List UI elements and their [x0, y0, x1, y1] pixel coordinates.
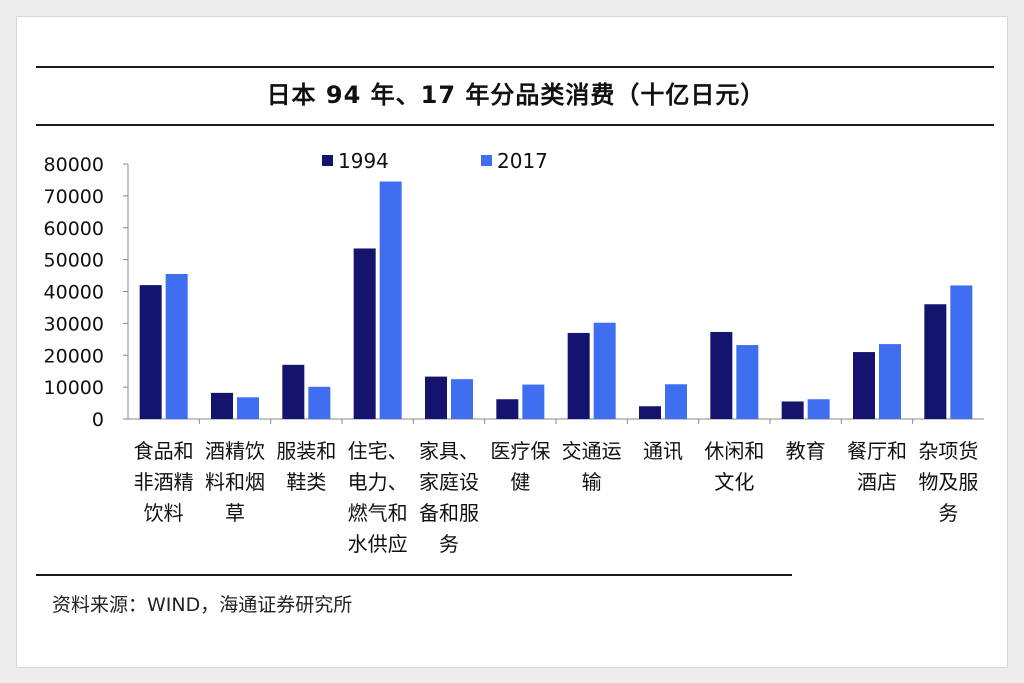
- title-rule: [36, 124, 994, 126]
- category-label: 服装和: [276, 439, 336, 463]
- y-tick-label: 70000: [44, 186, 104, 208]
- bottom-rule: [36, 574, 792, 576]
- y-tick-label: 60000: [44, 218, 104, 240]
- category-label: 鞋类: [286, 470, 326, 494]
- y-tick-label: 30000: [44, 313, 104, 335]
- category-label: 草: [225, 501, 245, 525]
- bar-2017: [593, 322, 616, 419]
- bar-1994: [139, 285, 162, 419]
- category-label: 餐厅和: [847, 439, 907, 463]
- bar-1994: [496, 399, 519, 419]
- source-note: 资料来源：WIND，海通证券研究所: [52, 594, 353, 616]
- category-label: 交通运: [562, 439, 622, 463]
- category-label: 饮料: [144, 501, 184, 525]
- category-label: 非酒精: [134, 470, 194, 494]
- bar-1994: [282, 364, 305, 419]
- category-label: 家具、: [419, 439, 479, 463]
- category-label: 医疗保: [490, 439, 550, 463]
- bar-2017: [522, 384, 545, 419]
- category-label: 料和烟: [205, 470, 265, 494]
- category-label: 酒精饮: [205, 439, 265, 463]
- bar-2017: [451, 379, 473, 419]
- bar-1994: [567, 332, 590, 419]
- legend-label-1994: 1994: [338, 149, 389, 173]
- bar-1994: [781, 401, 804, 419]
- bar-2017: [665, 384, 687, 419]
- category-label: 输: [582, 470, 602, 494]
- bar-2017: [165, 273, 188, 419]
- bar-2017: [950, 285, 973, 419]
- bar-1994: [353, 248, 376, 419]
- y-tick-label: 40000: [44, 282, 104, 304]
- y-tick-label: 20000: [44, 345, 104, 367]
- category-label: 文化: [714, 470, 754, 494]
- bar-1994: [425, 376, 447, 419]
- top-rule: [36, 66, 994, 68]
- bar-2017: [736, 345, 759, 419]
- bar-2017: [308, 386, 331, 419]
- bar-1994: [924, 304, 947, 419]
- bar-1994: [853, 352, 875, 419]
- bar-2017: [879, 344, 901, 419]
- y-tick-label: 50000: [44, 250, 104, 272]
- category-label: 务: [439, 532, 459, 556]
- category-label: 务: [938, 501, 958, 525]
- category-label: 水供应: [348, 532, 408, 556]
- category-label: 休闲和: [704, 439, 764, 463]
- category-label: 物及服: [918, 470, 978, 494]
- category-label: 家庭设: [419, 470, 479, 494]
- legend-label-2017: 2017: [497, 149, 548, 173]
- category-label: 电力、: [348, 470, 408, 494]
- category-label: 住宅、: [348, 439, 408, 463]
- y-tick-label: 80000: [44, 154, 104, 176]
- bar-1994: [710, 331, 733, 419]
- chart-title: 日本 94 年、17 年分品类消费（十亿日元）: [266, 81, 766, 109]
- category-label: 酒店: [857, 470, 897, 494]
- bar-2017: [807, 399, 830, 419]
- bar-1994: [639, 406, 661, 419]
- category-label: 备和服: [419, 501, 479, 525]
- legend-swatch-2017: [481, 155, 492, 166]
- category-label: 食品和: [134, 439, 194, 463]
- category-label: 通讯: [643, 439, 683, 463]
- category-label: 燃气和: [348, 501, 408, 525]
- category-label: 教育: [786, 439, 826, 463]
- category-label: 健: [510, 470, 530, 494]
- legend-swatch-1994: [322, 155, 333, 166]
- category-label: 杂项货: [918, 439, 978, 463]
- y-tick-label: 10000: [44, 377, 104, 399]
- y-tick-label: 0: [92, 409, 104, 431]
- bar-1994: [211, 392, 233, 419]
- bar-2017: [379, 181, 402, 419]
- bar-2017: [237, 397, 259, 419]
